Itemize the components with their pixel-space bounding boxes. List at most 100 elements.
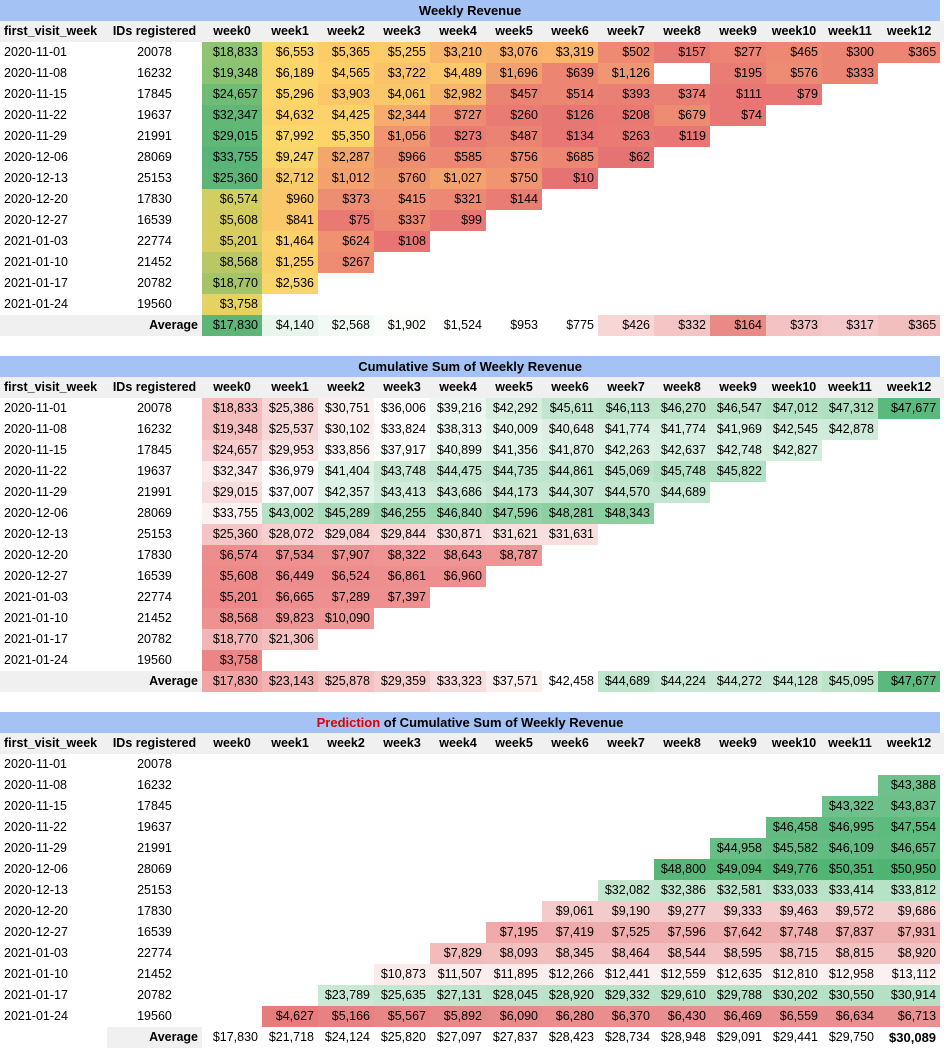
ids-registered-cell[interactable]: 19637	[137, 464, 172, 478]
average-empty-cell[interactable]	[0, 1027, 107, 1048]
revenue-cell[interactable]: $5,608	[202, 566, 262, 587]
average-cell[interactable]: $373	[766, 315, 822, 336]
header-week-8[interactable]: week8	[654, 733, 710, 754]
ids-registered-cell[interactable]: 20078	[137, 45, 172, 59]
cohort-date-cell[interactable]: 2021-01-24	[4, 653, 68, 667]
revenue-cell[interactable]: $45,582	[766, 838, 822, 859]
revenue-cell[interactable]: $126	[542, 105, 598, 126]
revenue-cell[interactable]: $18,833	[202, 42, 262, 63]
empty-cell[interactable]	[940, 294, 944, 315]
revenue-cell[interactable]: $6,189	[262, 63, 318, 84]
cohort-date-cell[interactable]: 2020-11-01	[4, 757, 68, 771]
revenue-cell[interactable]: $10,873	[374, 964, 430, 985]
revenue-cell[interactable]: $33,414	[822, 880, 878, 901]
ids-registered-cell[interactable]: 20782	[137, 988, 172, 1002]
revenue-cell[interactable]: $44,475	[430, 461, 486, 482]
empty-cell[interactable]	[940, 985, 944, 1006]
revenue-cell[interactable]: $25,360	[202, 524, 262, 545]
revenue-cell[interactable]	[262, 922, 318, 943]
revenue-cell[interactable]	[822, 273, 878, 294]
average-empty-cell[interactable]	[0, 671, 107, 692]
revenue-cell[interactable]	[822, 775, 878, 796]
revenue-cell[interactable]	[654, 629, 710, 650]
revenue-cell[interactable]: $6,469	[710, 1006, 766, 1027]
revenue-cell[interactable]: $12,958	[822, 964, 878, 985]
revenue-cell[interactable]	[878, 189, 940, 210]
revenue-cell[interactable]	[598, 587, 654, 608]
table-title[interactable]: Prediction of Cumulative Sum of Weekly R…	[0, 712, 941, 733]
revenue-cell[interactable]: $8,322	[374, 545, 430, 566]
revenue-cell[interactable]: $5,892	[430, 1006, 486, 1027]
average-cell[interactable]: $21,718	[262, 1027, 318, 1048]
revenue-cell[interactable]	[430, 754, 486, 775]
average-cell[interactable]: $2,568	[318, 315, 374, 336]
ids-registered-cell[interactable]: 21991	[137, 129, 172, 143]
revenue-cell[interactable]	[430, 901, 486, 922]
revenue-cell[interactable]	[766, 482, 822, 503]
revenue-cell[interactable]	[654, 273, 710, 294]
revenue-cell[interactable]	[318, 901, 374, 922]
revenue-cell[interactable]: $41,356	[486, 440, 542, 461]
revenue-cell[interactable]: $12,559	[654, 964, 710, 985]
ids-registered-cell[interactable]: 20782	[137, 276, 172, 290]
empty-cell[interactable]	[940, 126, 944, 147]
revenue-cell[interactable]	[710, 503, 766, 524]
revenue-cell[interactable]	[318, 754, 374, 775]
average-label[interactable]: Average	[107, 671, 202, 692]
revenue-cell[interactable]: $4,565	[318, 63, 374, 84]
revenue-cell[interactable]: $13,112	[878, 964, 941, 985]
empty-cell[interactable]	[940, 566, 944, 587]
ids-registered-cell[interactable]: 20782	[137, 632, 172, 646]
revenue-cell[interactable]	[878, 650, 940, 671]
revenue-cell[interactable]: $457	[486, 84, 542, 105]
revenue-cell[interactable]: $3,758	[202, 650, 262, 671]
revenue-cell[interactable]: $2,982	[430, 84, 486, 105]
revenue-cell[interactable]	[486, 650, 542, 671]
average-empty-cell[interactable]	[0, 315, 107, 336]
revenue-cell[interactable]: $43,837	[878, 796, 941, 817]
ids-registered-cell[interactable]: 28069	[137, 862, 172, 876]
cohort-date-cell[interactable]: 2021-01-17	[4, 276, 68, 290]
revenue-cell[interactable]: $9,333	[710, 901, 766, 922]
revenue-cell[interactable]: $79	[766, 84, 822, 105]
revenue-cell[interactable]: $4,425	[318, 105, 374, 126]
cohort-date-cell[interactable]: 2021-01-03	[4, 234, 68, 248]
revenue-cell[interactable]: $7,837	[822, 922, 878, 943]
revenue-cell[interactable]: $29,015	[202, 482, 262, 503]
average-cell[interactable]: $17,830	[202, 671, 262, 692]
revenue-cell[interactable]	[598, 545, 654, 566]
revenue-cell[interactable]: $33,755	[202, 503, 262, 524]
empty-cell[interactable]	[940, 461, 944, 482]
average-cell[interactable]: $44,689	[598, 671, 654, 692]
average-cell[interactable]: $28,948	[654, 1027, 710, 1048]
revenue-cell[interactable]: $3,758	[202, 294, 262, 315]
header-week-7[interactable]: week7	[598, 733, 654, 754]
header-week-7[interactable]: week7	[598, 21, 654, 42]
revenue-cell[interactable]: $108	[374, 231, 430, 252]
revenue-cell[interactable]: $25,386	[262, 398, 318, 419]
revenue-cell[interactable]: $5,608	[202, 210, 262, 231]
revenue-cell[interactable]: $576	[766, 63, 822, 84]
revenue-cell[interactable]	[262, 754, 318, 775]
revenue-cell[interactable]: $21,306	[262, 629, 318, 650]
cohort-date-cell[interactable]: 2021-01-24	[4, 297, 68, 311]
revenue-cell[interactable]	[598, 775, 654, 796]
revenue-cell[interactable]	[822, 440, 878, 461]
revenue-cell[interactable]	[654, 566, 710, 587]
revenue-cell[interactable]: $31,631	[542, 524, 598, 545]
revenue-cell[interactable]: $46,270	[654, 398, 710, 419]
revenue-cell[interactable]	[542, 838, 598, 859]
revenue-cell[interactable]	[766, 168, 822, 189]
revenue-cell[interactable]: $47,312	[822, 398, 878, 419]
empty-cell[interactable]	[940, 440, 944, 461]
revenue-cell[interactable]	[374, 650, 430, 671]
average-cell[interactable]: $27,097	[430, 1027, 486, 1048]
revenue-cell[interactable]: $157	[654, 42, 710, 63]
revenue-cell[interactable]	[542, 587, 598, 608]
empty-cell[interactable]	[940, 273, 944, 294]
revenue-cell[interactable]	[374, 796, 430, 817]
ids-registered-cell[interactable]: 21452	[137, 967, 172, 981]
empty-cell[interactable]	[940, 838, 944, 859]
revenue-cell[interactable]	[374, 608, 430, 629]
revenue-cell[interactable]: $134	[542, 126, 598, 147]
